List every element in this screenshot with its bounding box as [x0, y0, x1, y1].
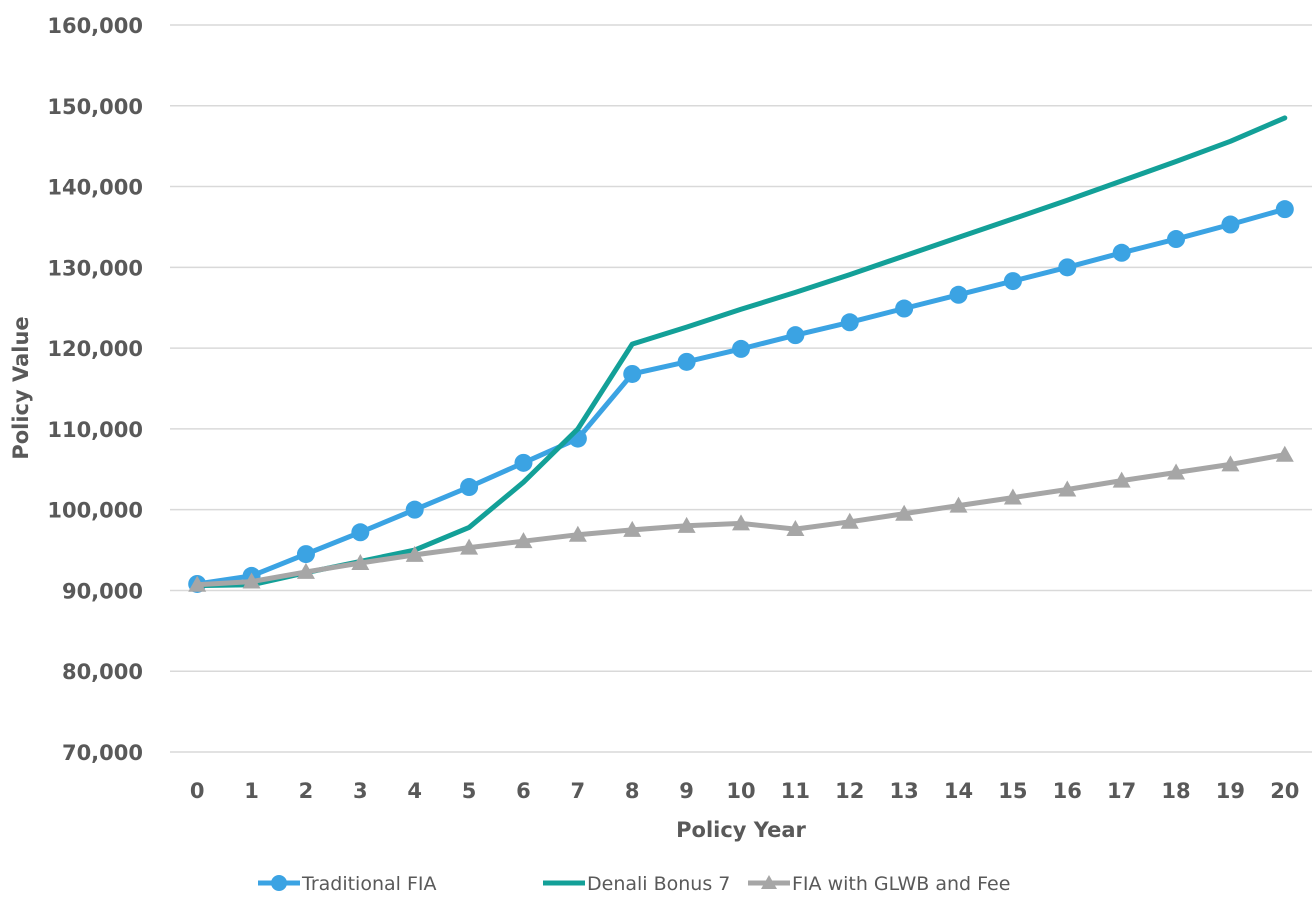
y-tick-label: 120,000 [47, 337, 143, 361]
data-point [677, 352, 696, 371]
series-2 [194, 115, 1288, 589]
x-tick-label: 1 [244, 779, 259, 803]
legend-marker [271, 875, 287, 891]
x-tick-label: 16 [1053, 779, 1082, 803]
series-3 [188, 445, 1294, 592]
x-tick-label: 20 [1270, 779, 1299, 803]
data-point [460, 478, 479, 497]
x-tick-label: 10 [726, 779, 755, 803]
x-tick-label: 19 [1216, 779, 1245, 803]
y-axis-ticks: 70,000 80,000 90,000 100,000 110,000 120,000 1… [47, 14, 143, 765]
x-tick-label: 15 [998, 779, 1027, 803]
legend-label: FIA with GLWB and Fee [792, 873, 1010, 895]
data-point [188, 575, 207, 592]
y-tick-label: 70,000 [62, 741, 143, 765]
data-point [514, 453, 533, 472]
data-point [786, 520, 805, 537]
gridlines [170, 24, 1312, 753]
data-point [405, 545, 424, 562]
data-point [895, 504, 914, 521]
x-axis-ticks: 0 1 2 3 4 5 6 7 8 9 10 11 12 13 14 15 16 17 18 19 20 [190, 779, 1300, 803]
series-1 [188, 200, 1294, 593]
x-tick-label: 11 [781, 779, 810, 803]
data-point [1167, 463, 1186, 480]
x-tick-label: 18 [1161, 779, 1190, 803]
data-point [677, 516, 696, 533]
x-tick-label: 2 [299, 779, 314, 803]
y-tick-label: 140,000 [47, 176, 143, 200]
x-tick-label: 0 [190, 779, 205, 803]
data-point [1112, 471, 1131, 488]
y-tick-label: 110,000 [47, 418, 143, 442]
y-tick-label: 160,000 [47, 14, 143, 38]
data-point [840, 313, 859, 332]
x-tick-label: 17 [1107, 779, 1136, 803]
data-point [405, 500, 424, 519]
legend-item: Denali Bonus 7 [543, 873, 730, 895]
series-lines [188, 115, 1294, 593]
x-tick-label: 12 [835, 779, 864, 803]
x-tick-label: 8 [625, 779, 640, 803]
legend-marker [761, 875, 777, 889]
y-tick-label: 150,000 [47, 95, 143, 119]
data-point [296, 545, 315, 564]
x-tick-label: 4 [407, 779, 422, 803]
data-point [351, 523, 370, 542]
data-point [242, 572, 261, 589]
data-point [1058, 480, 1077, 497]
data-point [1275, 200, 1294, 219]
legend-item: Traditional FIA [258, 873, 437, 895]
data-point [840, 512, 859, 529]
data-point [1003, 488, 1022, 505]
x-tick-label: 6 [516, 779, 531, 803]
x-tick-label: 14 [944, 779, 973, 803]
data-point [460, 538, 479, 555]
y-tick-label: 130,000 [47, 256, 143, 280]
data-point [1167, 230, 1186, 249]
data-point [1221, 455, 1240, 472]
x-axis-title: Policy Year [676, 818, 806, 842]
data-point [1221, 215, 1240, 234]
data-point [568, 525, 587, 542]
legend: Traditional FIA Denali Bonus 7 FIA with GL… [258, 873, 1010, 895]
data-point [786, 326, 805, 345]
data-point [514, 532, 533, 549]
data-point [623, 520, 642, 537]
x-tick-label: 3 [353, 779, 368, 803]
y-axis-title: Policy Value [9, 316, 33, 459]
data-point [949, 496, 968, 513]
x-tick-label: 5 [462, 779, 477, 803]
data-point [351, 553, 370, 570]
data-point [895, 299, 914, 318]
data-point [732, 339, 750, 358]
y-tick-label: 90,000 [62, 579, 143, 603]
x-tick-label: 7 [571, 779, 586, 803]
data-point [296, 562, 315, 579]
data-point [949, 285, 968, 304]
data-point [623, 364, 642, 383]
data-point [1112, 243, 1131, 262]
x-tick-label: 13 [890, 779, 919, 803]
x-tick-label: 9 [679, 779, 694, 803]
data-point [1058, 258, 1077, 277]
legend-item: FIA with GLWB and Fee [748, 873, 1010, 895]
legend-label: Traditional FIA [301, 873, 437, 895]
y-tick-label: 80,000 [62, 660, 143, 684]
data-point [732, 514, 750, 531]
series-line [194, 115, 1288, 589]
legend-label: Denali Bonus 7 [587, 873, 730, 895]
y-tick-label: 100,000 [47, 499, 143, 523]
data-point [1003, 272, 1022, 291]
data-point [1275, 445, 1294, 462]
